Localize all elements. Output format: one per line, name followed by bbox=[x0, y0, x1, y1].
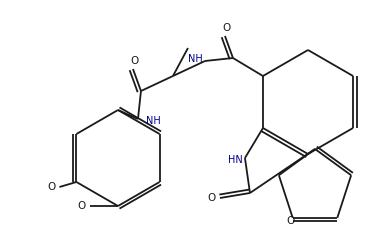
Text: O: O bbox=[131, 56, 139, 66]
Text: HN: HN bbox=[228, 155, 243, 165]
Text: O: O bbox=[78, 201, 86, 211]
Text: NH: NH bbox=[146, 116, 161, 126]
Text: O: O bbox=[208, 193, 216, 203]
Text: NH: NH bbox=[188, 54, 203, 64]
Text: O: O bbox=[287, 216, 295, 226]
Text: O: O bbox=[223, 23, 231, 33]
Text: O: O bbox=[47, 182, 55, 192]
